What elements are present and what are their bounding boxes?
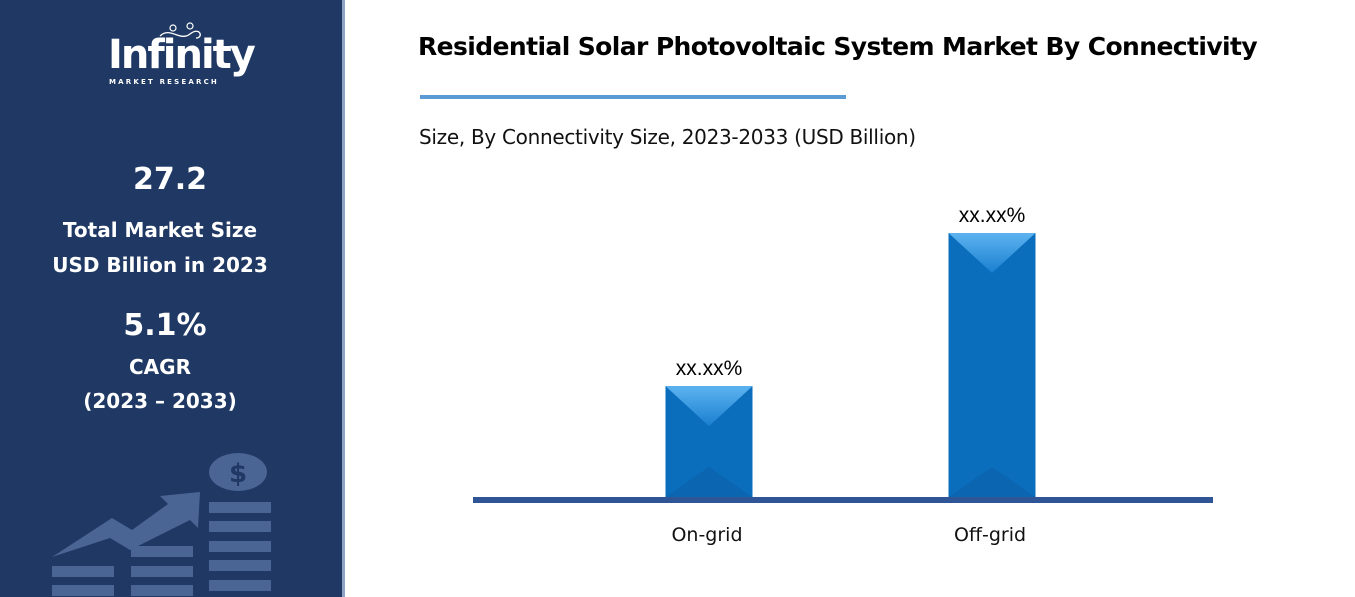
- logo-subtext: MARKET RESEARCH: [109, 78, 219, 86]
- cagr-label: CAGR: [129, 355, 191, 379]
- logo-infinity-symbol-icon: [159, 22, 201, 39]
- bar-on-grid: [665, 386, 753, 497]
- category-label: On-grid: [671, 524, 742, 546]
- growth-chart-dollar-icon: $: [52, 453, 271, 596]
- data-label: xx.xx%: [676, 357, 743, 380]
- bar-off-grid: [948, 233, 1036, 497]
- market-size-value: 27.2: [132, 162, 208, 197]
- logo-text: Infinity: [108, 32, 256, 78]
- chart-subtitle: Size, By Connectivity Size, 2023-2033 (U…: [419, 125, 916, 149]
- category-label: Off-grid: [954, 524, 1026, 546]
- data-label: xx.xx%: [959, 204, 1026, 227]
- market-size-unit: USD Billion in 2023: [52, 253, 268, 277]
- sidebar: Infinity MARKET RESEARCH 27.2 Total Mark…: [0, 0, 345, 597]
- infinity-logo: Infinity MARKET RESEARCH: [100, 22, 256, 92]
- svg-text:$: $: [229, 459, 247, 489]
- x-axis-line: [473, 497, 1213, 503]
- title-underline: [420, 95, 846, 99]
- market-size-label: Total Market Size: [62, 218, 258, 242]
- cagr-value: 5.1%: [123, 308, 207, 343]
- cagr-period: (2023 – 2033): [83, 389, 237, 413]
- chart-title: Residential Solar Photovoltaic System Ma…: [418, 32, 1258, 61]
